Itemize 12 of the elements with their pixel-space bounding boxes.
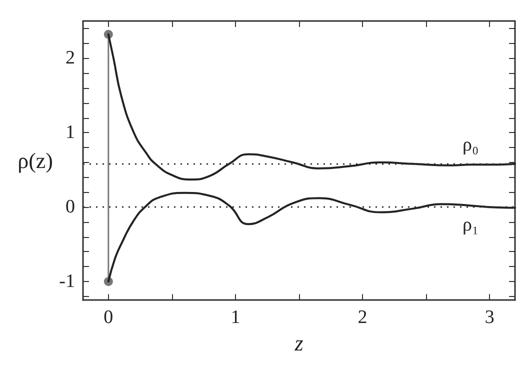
y-tick-label: 1 bbox=[66, 122, 75, 144]
x-tick-label: 2 bbox=[358, 307, 368, 328]
y-axis-title: ρ(z) bbox=[18, 148, 53, 174]
x-tick-label: 0 bbox=[104, 307, 114, 328]
x-tick-label: 3 bbox=[484, 307, 494, 328]
series-label: ρ₁ bbox=[462, 214, 479, 236]
y-tick-label: 0 bbox=[66, 196, 75, 218]
y-tick-label: -1 bbox=[59, 270, 75, 292]
y-tick-label: 2 bbox=[66, 48, 75, 69]
x-axis-title: z bbox=[294, 330, 304, 356]
x-tick-label: 1 bbox=[230, 307, 240, 328]
series-label: ρ₀ bbox=[462, 134, 479, 156]
